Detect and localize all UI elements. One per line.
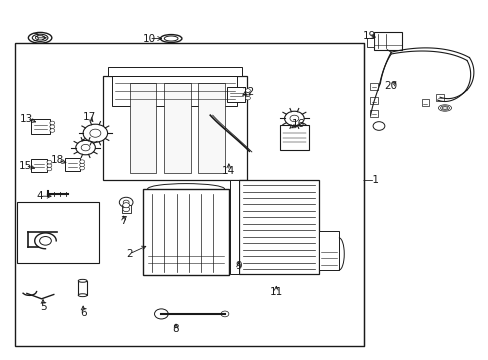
Text: 2: 2 (126, 249, 133, 259)
Bar (421, 99, 428, 106)
Text: 19: 19 (362, 31, 375, 41)
Circle shape (50, 125, 55, 129)
Circle shape (122, 207, 129, 212)
Circle shape (154, 309, 168, 319)
Bar (229, 180, 238, 274)
Text: 5: 5 (40, 302, 46, 312)
Bar (373, 32, 402, 50)
Text: 20: 20 (384, 81, 397, 91)
Text: —1: —1 (362, 175, 379, 185)
Bar (366, 38, 373, 47)
Bar (226, 87, 245, 102)
Text: 11: 11 (269, 287, 283, 297)
Bar (78, 281, 87, 295)
Text: 9: 9 (235, 261, 242, 271)
Bar (15, 43, 364, 346)
Bar (31, 159, 47, 172)
Circle shape (81, 144, 90, 151)
Text: 6: 6 (80, 308, 86, 318)
Text: 15: 15 (19, 161, 32, 171)
Bar (17, 202, 99, 263)
Bar (65, 158, 80, 171)
Circle shape (90, 129, 101, 137)
Text: 17: 17 (82, 112, 96, 122)
Bar (435, 94, 443, 101)
Text: 18: 18 (51, 155, 64, 165)
Text: 12: 12 (241, 87, 255, 97)
Circle shape (221, 311, 228, 317)
Bar (112, 76, 237, 106)
Circle shape (245, 93, 250, 96)
Bar (369, 110, 377, 117)
Circle shape (76, 140, 95, 155)
Circle shape (80, 163, 84, 167)
Circle shape (80, 160, 84, 163)
Text: 16: 16 (291, 119, 305, 129)
Text: 10: 10 (142, 33, 155, 44)
Circle shape (40, 237, 51, 245)
Circle shape (245, 96, 250, 100)
Bar (143, 189, 228, 275)
Bar (107, 67, 242, 76)
Circle shape (47, 161, 52, 164)
Circle shape (80, 166, 84, 170)
Circle shape (50, 121, 55, 125)
Bar (163, 83, 190, 173)
Bar (369, 97, 377, 104)
Bar (31, 119, 50, 134)
Bar (129, 83, 156, 173)
Circle shape (119, 197, 133, 207)
Circle shape (50, 129, 55, 132)
Circle shape (83, 124, 107, 142)
Bar (122, 205, 131, 213)
Circle shape (284, 111, 304, 126)
Circle shape (289, 115, 298, 122)
Text: 13: 13 (20, 114, 34, 124)
Text: 7: 7 (120, 216, 127, 226)
Bar (319, 231, 338, 270)
Bar (279, 125, 308, 150)
Bar (198, 83, 224, 173)
Text: 14: 14 (222, 166, 235, 176)
Text: 8: 8 (172, 324, 179, 334)
Circle shape (47, 167, 52, 171)
Text: 4: 4 (37, 191, 43, 201)
Circle shape (123, 200, 129, 204)
Ellipse shape (78, 294, 87, 297)
Bar (369, 83, 377, 90)
Circle shape (245, 89, 250, 93)
Bar (238, 180, 319, 274)
Circle shape (47, 164, 52, 167)
Circle shape (122, 203, 129, 208)
Ellipse shape (78, 279, 87, 282)
Bar (102, 76, 246, 180)
Text: 3: 3 (32, 33, 39, 43)
